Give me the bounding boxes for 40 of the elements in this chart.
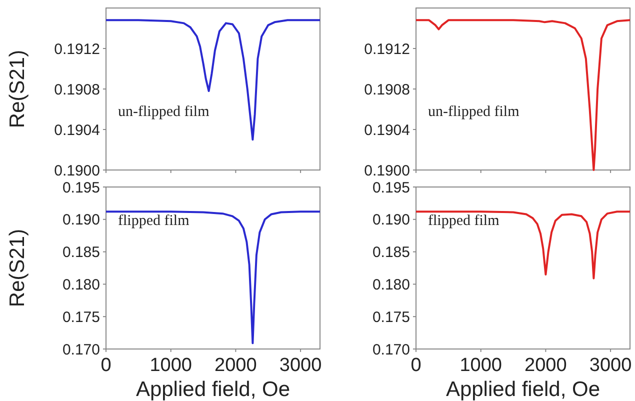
y-tick-label: 0.195 bbox=[62, 179, 100, 196]
y-tick-label: 0.190 bbox=[62, 212, 100, 229]
y-tick-label: 0.1900 bbox=[364, 162, 410, 180]
x-tick-label: 1000 bbox=[150, 355, 192, 376]
y-tick-label: 0.180 bbox=[372, 276, 410, 294]
y-tick-label: 0.175 bbox=[372, 308, 410, 326]
y-axis-title: Re(S21) bbox=[6, 50, 29, 128]
y-tick-label: 0.1900 bbox=[54, 162, 100, 180]
line-series bbox=[106, 210, 320, 344]
x-tick-label: 2000 bbox=[214, 355, 257, 376]
x-axis-title: Applied field, Oe bbox=[446, 378, 600, 401]
annotation: flipped film bbox=[118, 213, 190, 229]
y-tick-label: 0.1912 bbox=[364, 40, 410, 58]
y-tick-label: 0.190 bbox=[372, 212, 410, 229]
line-series bbox=[416, 210, 630, 280]
annotation: un-flipped film bbox=[428, 104, 520, 120]
x-tick-label: 3000 bbox=[589, 355, 632, 376]
y-tick-label: 0.175 bbox=[62, 308, 100, 326]
x-tick-label: 1000 bbox=[460, 355, 502, 376]
y-axis-title: Re(S21) bbox=[6, 228, 29, 308]
x-axis-title: Applied field, Oe bbox=[136, 378, 290, 401]
y-tick-label: 0.195 bbox=[372, 179, 410, 196]
x-tick-label: 0 bbox=[100, 355, 112, 376]
x-tick-label: 2000 bbox=[524, 355, 567, 376]
y-tick-label: 0.170 bbox=[372, 341, 410, 358]
line-series bbox=[106, 19, 320, 141]
y-tick-label: 0.1912 bbox=[54, 40, 100, 58]
x-tick-label: 3000 bbox=[279, 355, 322, 376]
y-tick-label: 0.185 bbox=[62, 244, 100, 262]
x-tick-label: 0 bbox=[410, 355, 422, 376]
y-tick-label: 0.1908 bbox=[54, 81, 100, 98]
line-series bbox=[416, 19, 630, 171]
y-tick-label: 0.1904 bbox=[364, 122, 410, 139]
y-tick-label: 0.170 bbox=[62, 341, 100, 358]
y-tick-label: 0.180 bbox=[62, 276, 100, 294]
annotation: un-flipped film bbox=[118, 104, 210, 120]
y-tick-label: 0.185 bbox=[372, 244, 410, 262]
y-tick-label: 0.1904 bbox=[54, 122, 100, 139]
annotation: flipped film bbox=[428, 213, 500, 229]
y-tick-label: 0.1908 bbox=[364, 81, 410, 98]
